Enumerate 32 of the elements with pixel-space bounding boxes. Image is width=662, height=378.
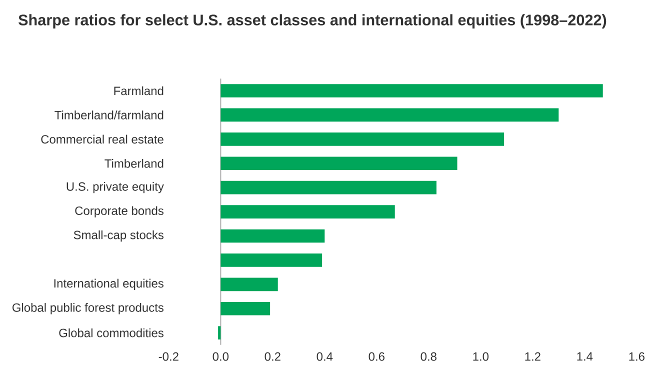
x-tick-label: 0.6 bbox=[368, 352, 384, 361]
bar bbox=[220, 180, 436, 194]
bar bbox=[220, 132, 504, 146]
bar bbox=[220, 84, 603, 98]
y-tick-label: Corporate bonds bbox=[75, 206, 164, 218]
x-tick-label: 0.8 bbox=[420, 352, 436, 361]
y-tick-label: Commercial real estate bbox=[41, 134, 164, 144]
x-tick-label: 0.4 bbox=[316, 352, 333, 361]
y-tick-label: Global commodities bbox=[59, 328, 164, 338]
x-tick-label: 1.0 bbox=[473, 352, 489, 361]
bar bbox=[220, 156, 458, 170]
y-tick-label: Timberland/farmland bbox=[54, 110, 164, 120]
y-tick-label: U.S. private equity bbox=[66, 182, 164, 194]
x-tick-label: 1.6 bbox=[629, 352, 644, 361]
y-tick-label: Farmland bbox=[114, 86, 164, 96]
x-tick-label: 0.2 bbox=[264, 352, 280, 361]
x-tick-label: 1.2 bbox=[525, 352, 540, 361]
x-tick-label: 0.0 bbox=[212, 352, 229, 361]
y-tick-label: International equities bbox=[54, 278, 164, 290]
y-tick-label: Timberland bbox=[104, 158, 164, 168]
bar bbox=[218, 326, 221, 340]
bar bbox=[220, 205, 395, 218]
bar bbox=[220, 229, 325, 243]
x-tick-label: -0.2 bbox=[158, 352, 178, 361]
bar bbox=[220, 254, 322, 267]
y-tick-label: Small-cap stocks bbox=[74, 230, 164, 242]
y-tick-label: Global public forest products bbox=[12, 303, 164, 314]
chart-title: Sharpe ratios for select U.S. asset classes and international equities (1998–2022) bbox=[18, 14, 606, 28]
x-tick-label: 1.4 bbox=[577, 352, 593, 361]
bar bbox=[220, 302, 270, 316]
bar bbox=[220, 108, 559, 122]
bar bbox=[220, 278, 278, 292]
